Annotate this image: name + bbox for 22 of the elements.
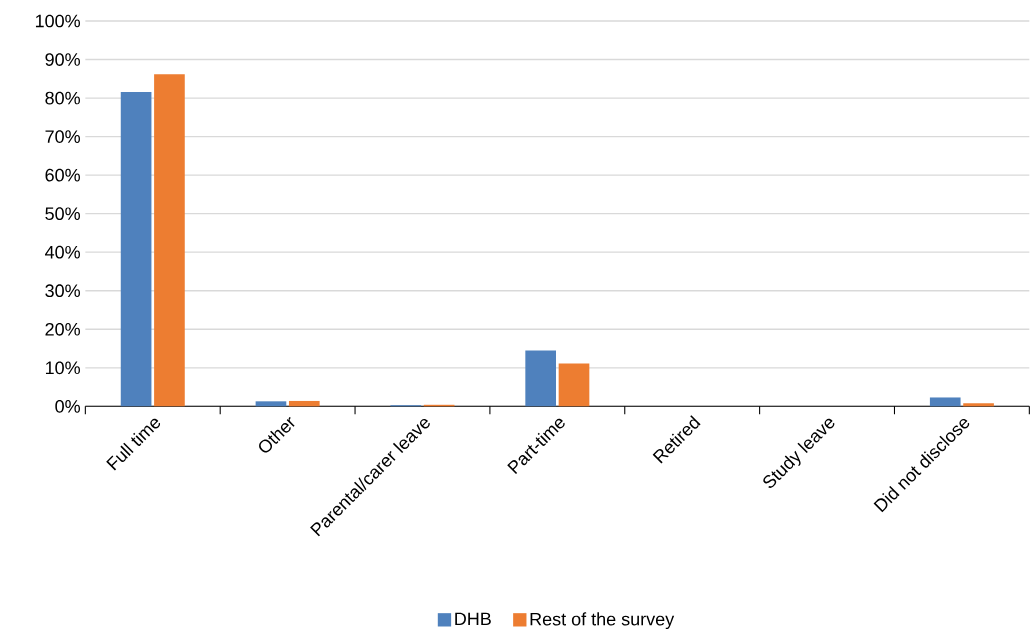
y-tick-label: 20% bbox=[45, 322, 80, 336]
bar bbox=[929, 397, 961, 407]
y-tick-label: 10% bbox=[45, 361, 80, 375]
y-tick-label: 60% bbox=[45, 168, 80, 182]
bar bbox=[154, 74, 185, 407]
bar bbox=[525, 350, 556, 407]
bar bbox=[120, 91, 152, 407]
y-tick-label: 40% bbox=[45, 245, 80, 259]
legend-label: Rest of the survey bbox=[530, 612, 675, 630]
legend-label: DHB bbox=[455, 612, 491, 626]
bar bbox=[288, 400, 320, 407]
y-tick-label: 80% bbox=[45, 91, 80, 105]
y-tick-label: 100% bbox=[35, 14, 80, 28]
y-tick-label: 90% bbox=[45, 53, 80, 66]
bar bbox=[255, 401, 287, 407]
bar bbox=[963, 403, 994, 407]
y-tick-label: 30% bbox=[45, 284, 80, 298]
y-tick-label: 50% bbox=[45, 207, 80, 221]
y-tick-label: 0% bbox=[55, 399, 80, 413]
bar bbox=[558, 363, 590, 407]
y-tick-label: 70% bbox=[45, 130, 80, 143]
x-tick-label: Full time bbox=[106, 418, 161, 471]
